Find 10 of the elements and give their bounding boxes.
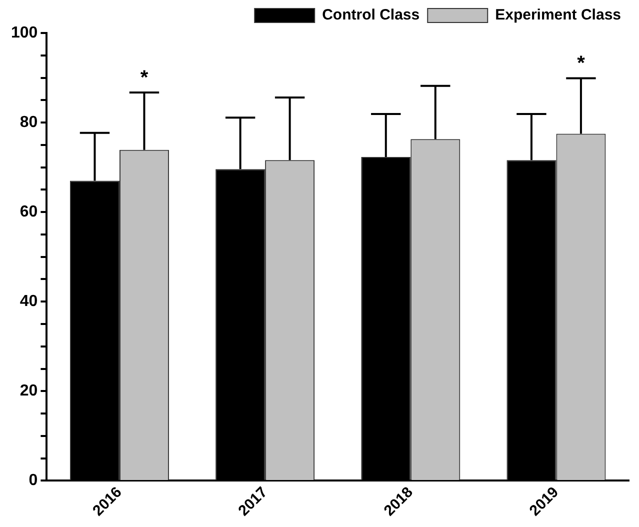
annotation: * (140, 67, 148, 90)
y-tick-label: 60 (20, 203, 38, 220)
y-tick-label: 80 (20, 114, 38, 131)
annotation: * (577, 52, 586, 75)
legend-label: Experiment Class (495, 6, 621, 24)
y-tick-label: 100 (10, 24, 38, 42)
y-tick-label: 40 (20, 293, 38, 310)
y-tick-label: 0 (28, 472, 38, 490)
legend-label: Control Class (322, 6, 420, 24)
y-tick-label: 20 (20, 382, 38, 400)
